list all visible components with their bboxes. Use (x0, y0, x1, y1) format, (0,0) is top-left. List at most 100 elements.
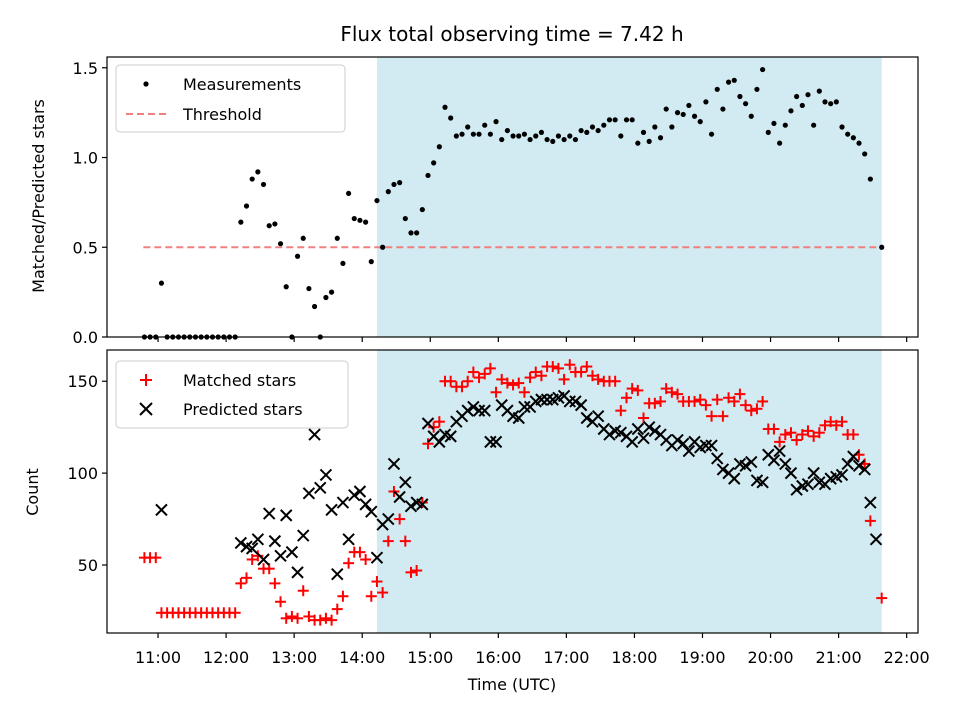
predicted-star-point (642, 420, 656, 434)
measurement-point (856, 140, 862, 146)
predicted-star-point (285, 545, 299, 559)
predicted-star-point (382, 512, 395, 526)
predicted-star-point (563, 395, 576, 408)
matched-star-point (615, 405, 627, 417)
matched-star-point (586, 370, 598, 382)
matched-star-point (371, 576, 383, 588)
matched-star-point (626, 383, 638, 395)
matched-star-point (331, 603, 343, 615)
chart-title: Flux total observing time = 7.42 h (340, 22, 683, 46)
measurement-point (243, 203, 250, 209)
predicted-star-point (257, 553, 270, 566)
measurement-point (697, 119, 703, 125)
matched-star-point (785, 427, 797, 439)
y-tick-label: 100 (67, 464, 98, 483)
measurement-point (544, 136, 550, 143)
predicted-star-point (370, 551, 384, 564)
predicted-star-point (671, 433, 684, 447)
measurement-point (589, 124, 596, 130)
x-tick-label: 19:00 (679, 648, 725, 667)
matched-star-point (320, 612, 332, 624)
predicted-star-point (574, 398, 588, 412)
matched-star-point (734, 388, 746, 400)
matched-star-point (745, 405, 757, 417)
predicted-star-point (291, 566, 304, 579)
predicted-star-point (637, 432, 650, 445)
measurement-point (527, 136, 533, 143)
matched-star-point (660, 383, 672, 395)
predicted-star-point (767, 454, 781, 467)
predicted-star-point (336, 496, 350, 509)
predicted-star-point (801, 477, 815, 491)
legend-matched-marker (140, 374, 152, 386)
measurement-point (794, 93, 800, 100)
matched-star-point (689, 395, 701, 407)
matched-star-point (501, 377, 513, 389)
matched-star-point (581, 361, 593, 373)
measurement-point (266, 223, 272, 229)
measurement-point (561, 136, 567, 143)
measurement-point (448, 115, 454, 121)
predicted-star-point (359, 498, 372, 511)
matched-stars-series (138, 359, 888, 626)
predicted-star-point (773, 444, 786, 458)
measurement-point (708, 131, 715, 137)
measurement-point (533, 133, 539, 139)
legend-measurements-marker (143, 81, 149, 87)
matched-star-point (490, 386, 502, 398)
measurement-point (845, 131, 851, 137)
predicted-star-point (847, 450, 860, 463)
measurement-point (805, 92, 811, 98)
measurement-point (453, 133, 459, 139)
measurement-point (504, 127, 510, 134)
legend-predicted-label: Predicted stars (183, 400, 303, 419)
measurement-point (487, 131, 493, 137)
measurement-point (879, 244, 885, 250)
matched-star-point (269, 577, 281, 589)
matched-star-point (813, 427, 825, 439)
matched-star-point (779, 429, 791, 441)
measurement-point (334, 235, 340, 241)
matched-star-point (564, 359, 576, 371)
measurement-point (606, 117, 613, 123)
predicted-star-point (302, 487, 316, 500)
measurement-point (272, 221, 278, 227)
measurement-point (833, 99, 839, 105)
matched-star-point (723, 392, 735, 404)
matched-star-point (552, 362, 564, 374)
matched-star-point (235, 577, 247, 589)
matched-star-point (518, 386, 530, 398)
legend-threshold-label: Threshold (182, 105, 262, 124)
measurement-point (572, 136, 579, 143)
predicted-star-point (319, 468, 333, 482)
measurement-point (510, 133, 516, 139)
matched-star-point (411, 565, 423, 577)
y-tick-label: 1.5 (73, 59, 98, 78)
matched-star-point (394, 513, 406, 525)
measurement-point (555, 133, 562, 139)
matched-star-point (484, 362, 496, 374)
measurement-point (283, 284, 289, 290)
predicted-star-point (739, 459, 752, 472)
matched-star-point (711, 394, 723, 406)
measurement-point (260, 181, 267, 188)
measurement-point (402, 215, 408, 222)
matched-star-point (422, 438, 434, 450)
matched-star-point (592, 373, 604, 385)
matched-star-point (796, 429, 808, 441)
predicted-star-point (234, 536, 248, 550)
x-tick-label: 17:00 (543, 648, 589, 667)
measurement-point (493, 119, 499, 125)
matched-star-point (445, 375, 457, 387)
predicted-star-point (489, 435, 503, 449)
measurement-point (391, 181, 397, 188)
matched-star-point (632, 384, 644, 396)
predicted-star-point (280, 509, 293, 522)
measurement-point (839, 124, 845, 130)
predicted-star-point (790, 483, 803, 496)
measurement-point (238, 219, 244, 225)
measurement-point (828, 101, 834, 107)
measurement-point (482, 122, 488, 128)
predicted-star-point (625, 435, 639, 449)
predicted-star-point (841, 457, 854, 471)
